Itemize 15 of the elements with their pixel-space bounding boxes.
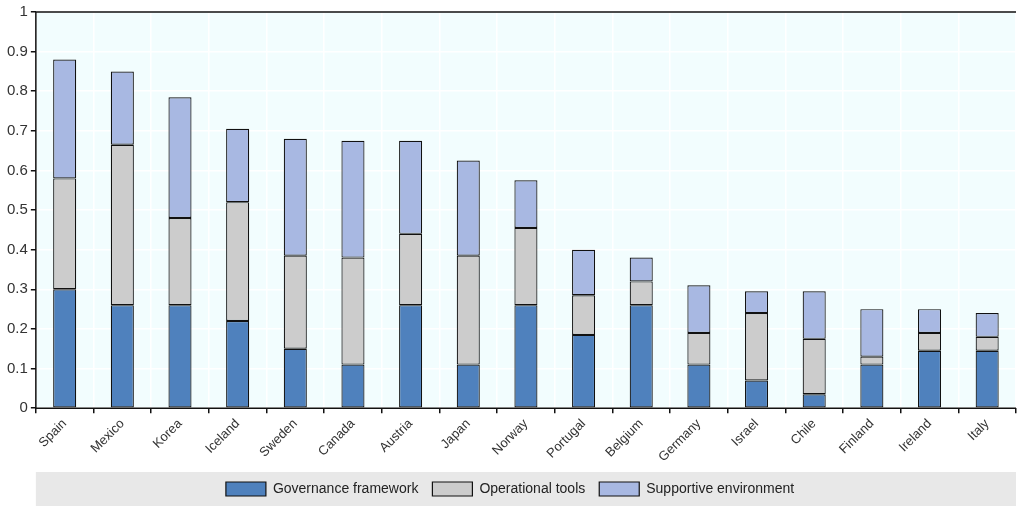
y-tick-label: 0.2 xyxy=(6,319,28,337)
y-tick-label: 0 xyxy=(19,398,28,416)
y-tick-label: 0.5 xyxy=(6,200,28,218)
legend-label: Operational tools xyxy=(479,479,586,496)
y-tick-label: 0.1 xyxy=(6,358,28,376)
y-tick-label: 0.9 xyxy=(6,41,28,59)
y-tick-label: 0.7 xyxy=(6,120,28,138)
y-tick-label: 0.4 xyxy=(6,239,28,257)
legend-label: Governance framework xyxy=(272,479,420,496)
y-tick-label: 0.3 xyxy=(6,279,28,297)
y-tick-label: 0.8 xyxy=(6,81,28,99)
legend-label: Supportive environment xyxy=(646,479,795,496)
y-tick-label: 0.6 xyxy=(6,160,28,178)
x-tick-label: Italy xyxy=(964,415,993,444)
y-tick-label: 1 xyxy=(19,2,28,20)
